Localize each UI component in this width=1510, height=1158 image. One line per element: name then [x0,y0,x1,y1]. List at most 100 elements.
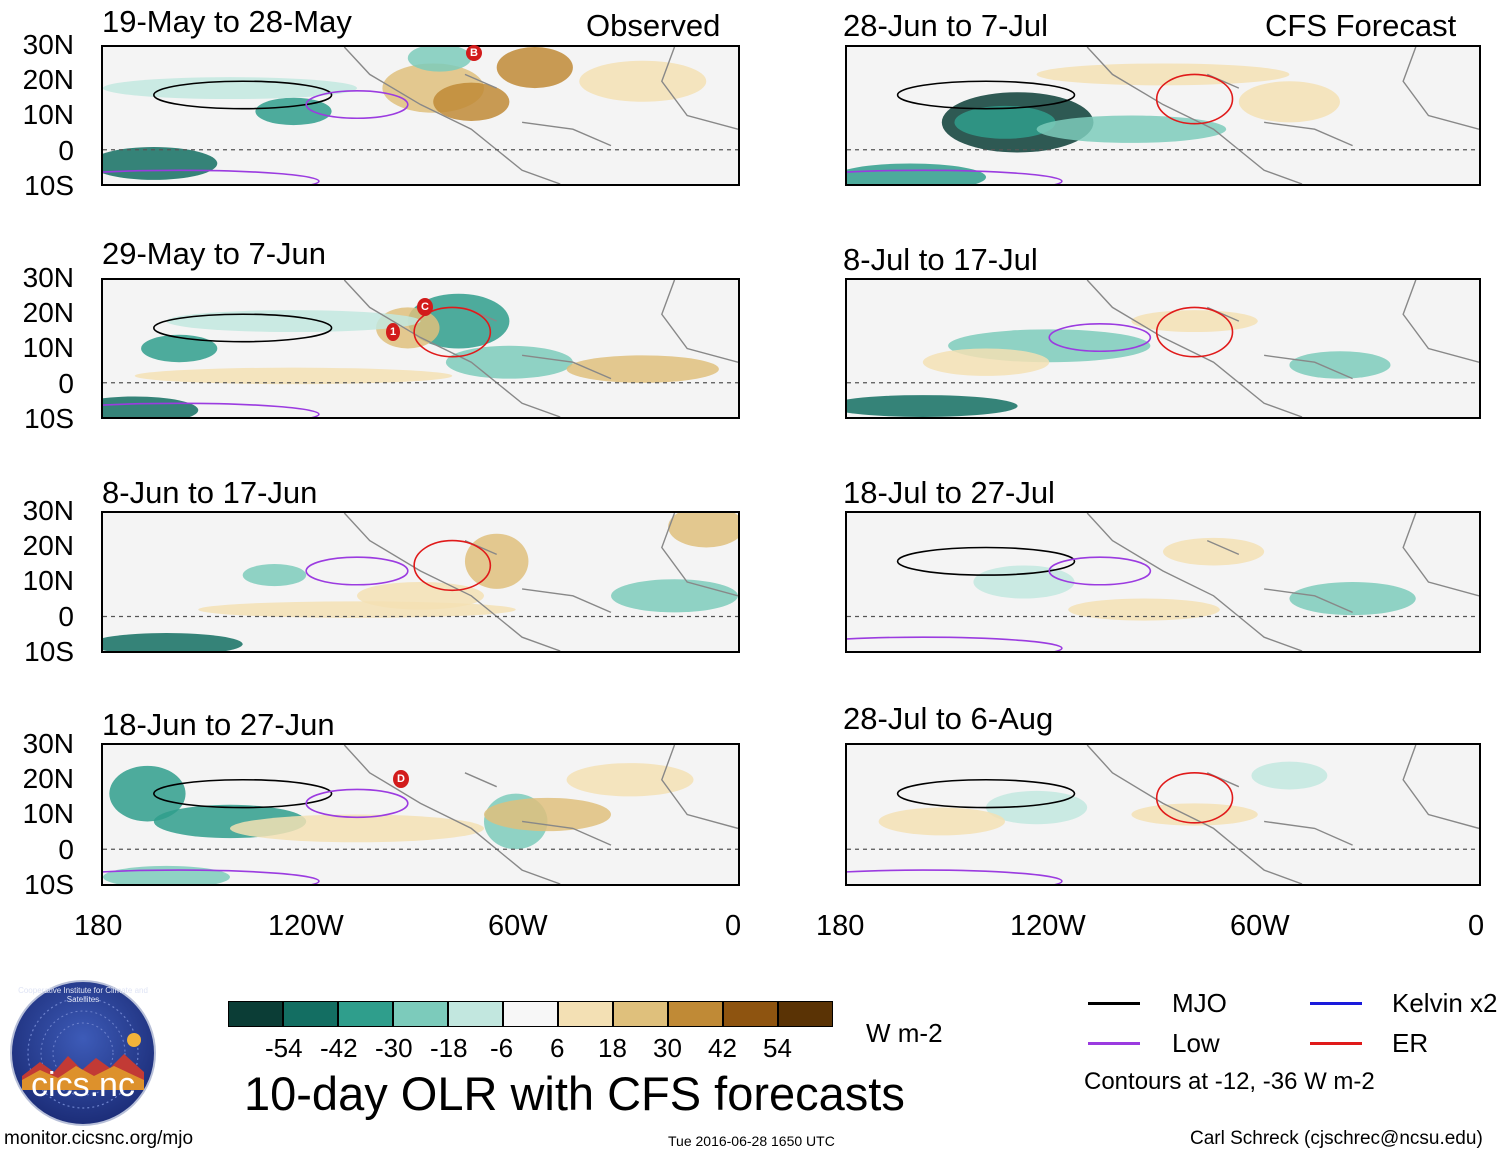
panel-date-label: 28-Jun to 7-Jul [843,8,1049,43]
olr-anomaly-blob [878,807,1005,836]
lat-label: 0 [58,135,74,166]
olr-anomaly-blob [1036,115,1227,143]
olr-anomaly-blob [242,564,307,587]
coastline [343,513,738,651]
panel-date-label: 18-Jul to 27-Jul [843,475,1055,510]
colorbar-label: -30 [375,1033,413,1063]
map-layer [847,513,1479,651]
legend-line-low [1088,1042,1140,1045]
olr-anomaly-blob [847,163,987,184]
colorbar-label: 54 [763,1033,792,1063]
footer-url: monitor.cicsnc.org/mjo [4,1128,194,1149]
wave-contour [896,80,1076,110]
lon-label: 60W [1230,910,1290,942]
wave-contour [896,546,1076,576]
colorbar-label: 30 [653,1033,682,1063]
olr-anomaly-blob [103,77,357,100]
olr-anomaly-blob [954,105,1056,139]
olr-map [101,45,740,186]
olr-anomaly-blob [1289,582,1416,616]
lat-label: 10N [22,99,74,130]
olr-map [845,278,1481,419]
olr-anomaly-blob [255,97,332,126]
panel-date-label: 8-Jul to 17-Jul [843,242,1038,277]
lat-label: 30N [22,728,74,759]
wave-contour [103,402,320,417]
legend-line-mjo [1088,1002,1140,1005]
olr-anomaly-blob [103,396,199,417]
olr-anomaly-blob [109,765,186,822]
lon-label: 0 [725,910,742,942]
storm-marker: B [466,45,482,61]
colorbar-label: 42 [708,1033,737,1063]
footer-timestamp: Tue 2016-06-28 1650 UTC [668,1133,835,1149]
olr-map [845,45,1481,186]
olr-anomaly-blob [566,763,694,797]
olr-anomaly-blob [973,565,1075,599]
panel-date-label: 28-Jul to 6-Aug [843,701,1054,736]
lat-label: 10N [22,565,74,596]
storm-marker: C [417,298,433,316]
wave-contour [1048,323,1152,353]
map-layer [103,280,738,417]
wave-contour [1155,771,1234,824]
colorbar-swatch [228,1001,283,1027]
olr-anomaly-blob [1131,803,1258,826]
colorbar-label: -6 [490,1033,514,1063]
colorbar-units: W m-2 [866,1018,943,1048]
colorbar-label: 6 [550,1033,565,1063]
olr-anomaly-blob [103,147,218,180]
logo-text: cics.nc [31,1066,135,1104]
wave-contour [1155,306,1234,358]
lat-label: 30N [22,495,74,526]
lon-label: 180 [74,910,123,942]
wave-contour [413,306,492,358]
colorbar-label: 18 [598,1033,627,1063]
wave-contour [896,778,1076,809]
panel-date-label: 29-May to 7-Jun [102,236,326,271]
olr-anomaly-blob [1163,537,1265,566]
olr-anomaly-blob [198,601,516,618]
lon-label: 120W [268,910,344,942]
lon-label: 120W [1010,910,1086,942]
storm-marker-letter: B [470,47,478,59]
cicsnc-logo: cics.nc Cooperative Institute for Climat… [10,980,156,1126]
lat-label: 20N [22,763,74,794]
olr-anomaly-blob [1289,351,1391,379]
colorbar-swatch [558,1001,613,1027]
olr-anomaly-blob [484,797,611,832]
olr-anomaly-blob [1251,761,1328,790]
panel-header-observed: Observed [586,8,721,43]
coastline [1086,745,1479,884]
map-layer [847,47,1479,184]
coastline [343,47,738,184]
colorbar-label: -18 [430,1033,468,1063]
olr-anomaly-blob [103,633,243,651]
lon-label: 0 [1468,910,1485,942]
panel-header-cfs-forecast: CFS Forecast [1265,8,1457,43]
wave-contour [152,313,333,343]
olr-anomaly-blob [847,395,1018,417]
panel-date-label: 8-Jun to 17-Jun [102,475,318,510]
colorbar: -54 -42 -30 -18 -6 6 18 30 42 54 [228,1001,834,1063]
olr-anomaly-blob [668,513,738,548]
colorbar-boxes [228,1001,834,1027]
wave-contour [152,80,333,110]
lat-label: 10N [22,798,74,829]
storm-marker: 1 [386,323,400,341]
logo-graphic [10,980,156,1126]
wave-contour [847,636,1063,651]
olr-anomaly-blob [1131,310,1258,333]
map-layer [847,280,1479,417]
wave-contour [413,539,492,592]
legend-label-kelvin: Kelvin x2 [1392,988,1498,1018]
wave-contour [847,869,1063,884]
colorbar-swatch [283,1001,338,1027]
olr-anomaly-blob [230,814,484,843]
storm-marker-letter: C [421,301,429,313]
wave-contour [103,869,320,884]
lon-label: 60W [488,910,548,942]
storm-marker-letter: D [397,773,405,785]
olr-map [845,511,1481,653]
coastline [343,745,738,884]
